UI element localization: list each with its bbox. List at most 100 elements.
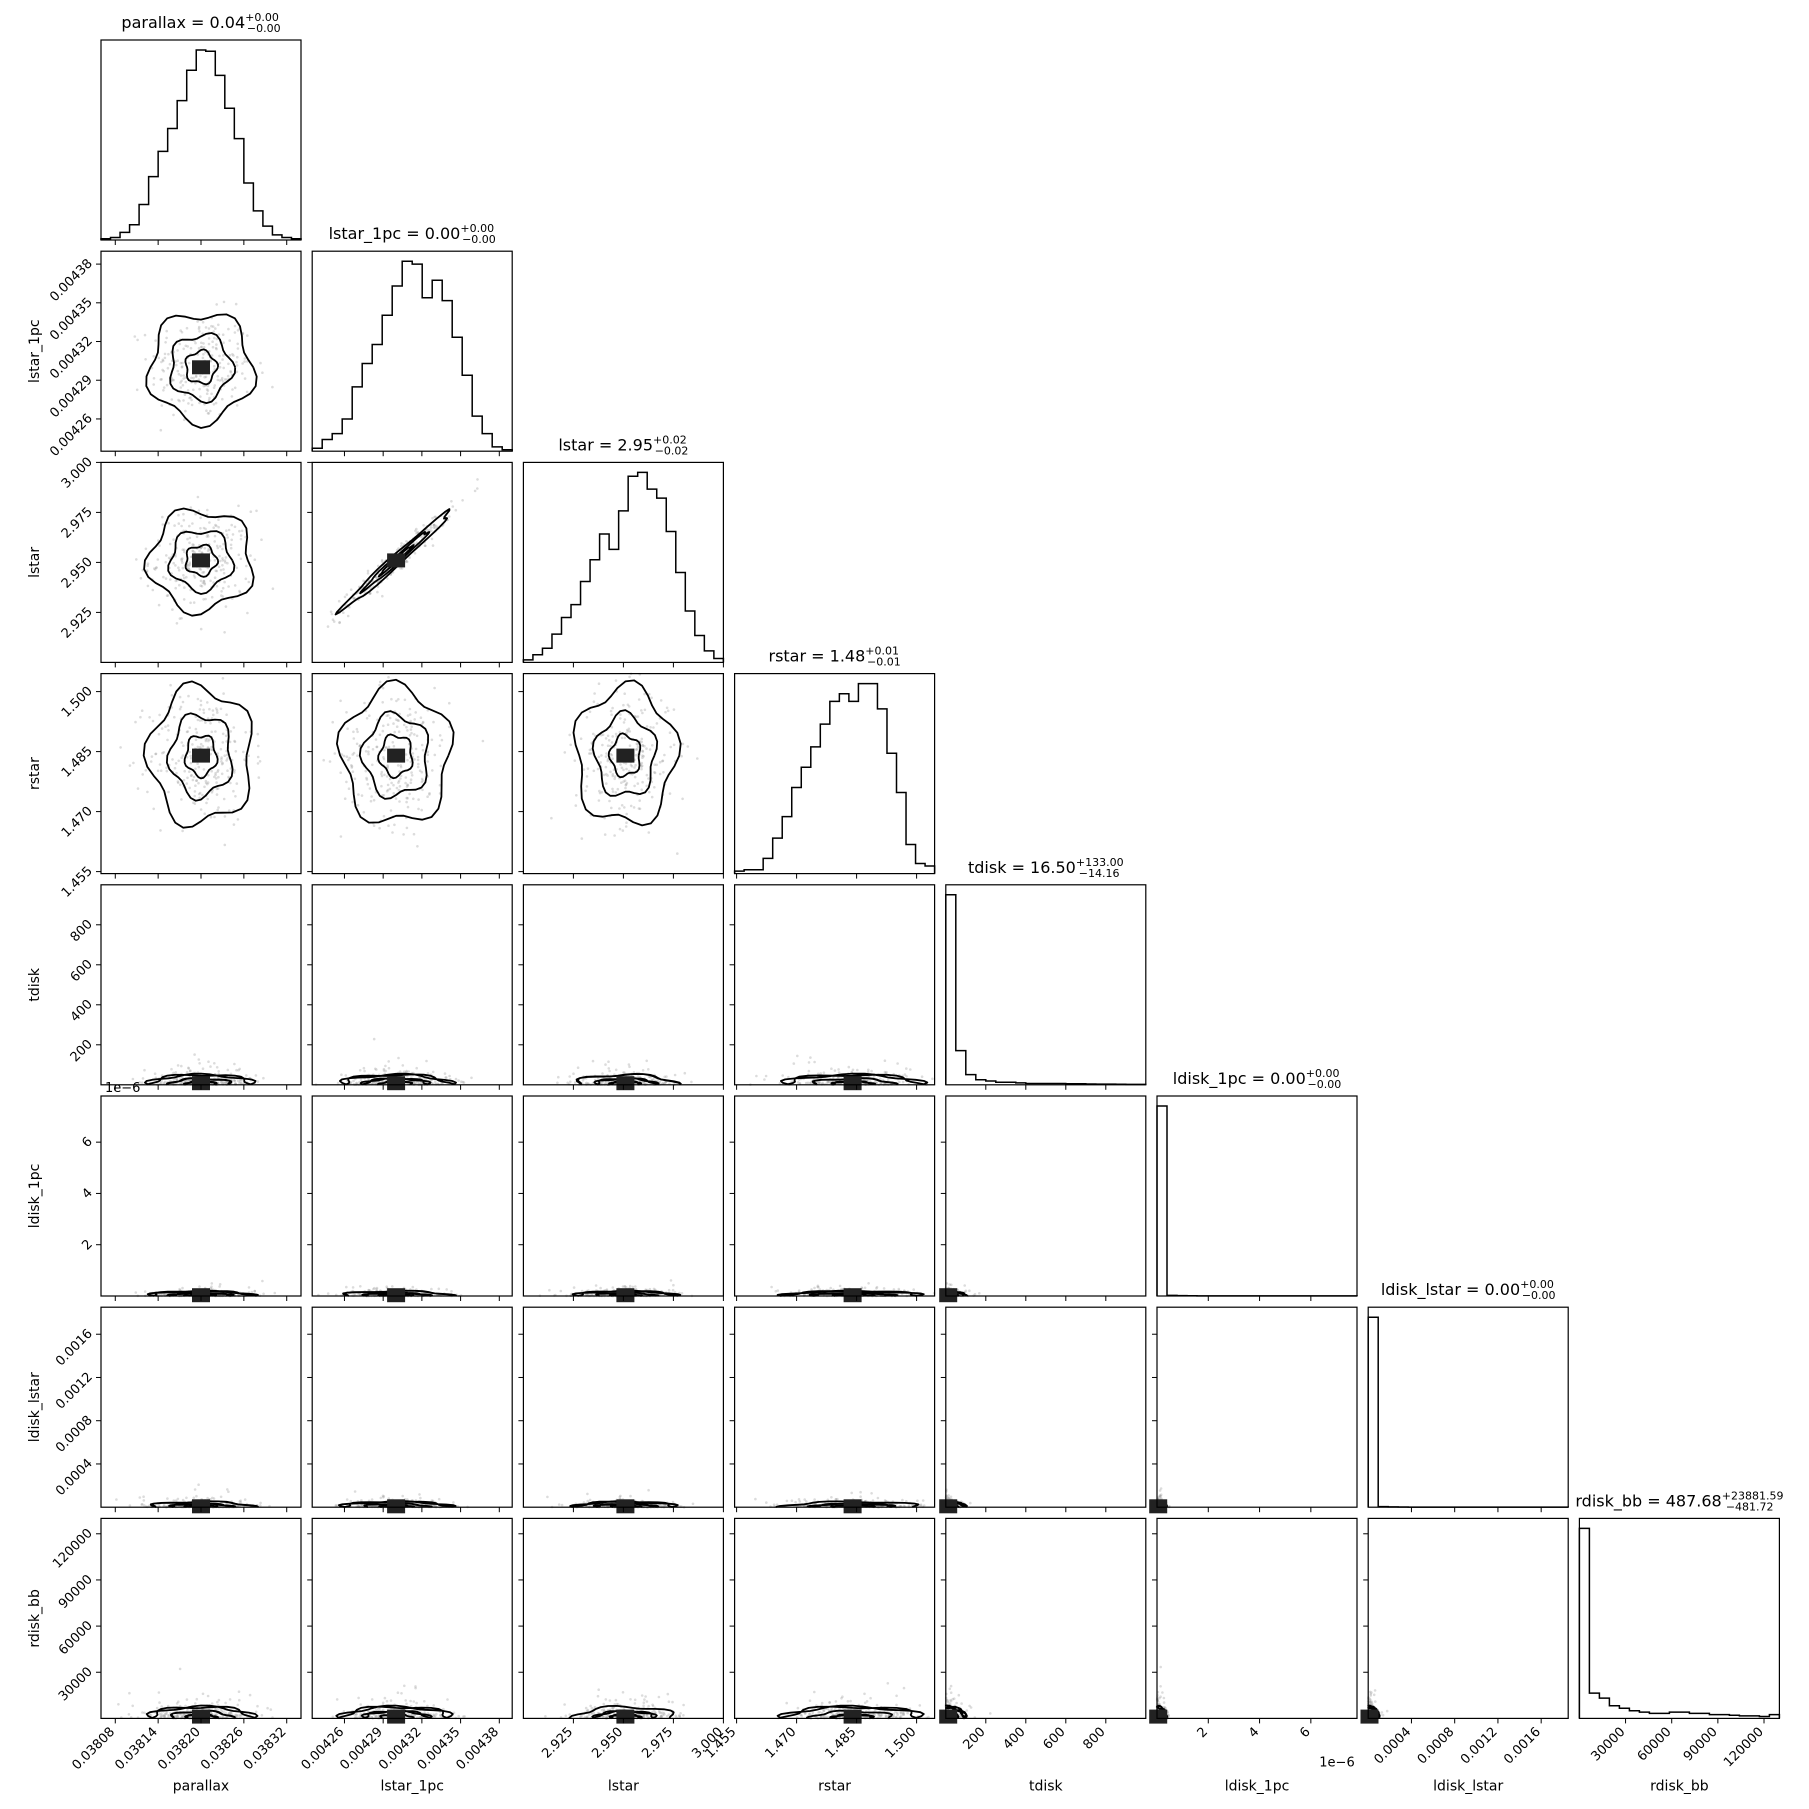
scatter-point bbox=[140, 709, 144, 712]
scatter-point bbox=[572, 1072, 575, 1075]
scatter-point bbox=[404, 753, 408, 756]
contour-level bbox=[377, 733, 414, 780]
scatter-point bbox=[619, 713, 622, 716]
scatter-point bbox=[207, 342, 211, 346]
panel-frame bbox=[522, 1095, 725, 1297]
scatter-point bbox=[391, 831, 394, 834]
scatter-point bbox=[362, 1066, 366, 1070]
scatter-point bbox=[398, 712, 401, 716]
scatter-point bbox=[352, 730, 355, 734]
scatter-point bbox=[764, 1074, 768, 1078]
scatter-point bbox=[163, 356, 167, 360]
density-peak bbox=[616, 748, 635, 763]
scatter-point bbox=[591, 1059, 595, 1063]
scatter-point bbox=[183, 769, 186, 773]
scatter-point bbox=[355, 727, 359, 731]
scatter-point bbox=[177, 759, 180, 763]
scatter-point bbox=[358, 744, 361, 748]
scatter-point bbox=[185, 1070, 189, 1074]
scatter-point bbox=[215, 707, 218, 710]
scatter-point bbox=[389, 809, 393, 812]
scatter-point bbox=[238, 589, 241, 593]
scatter-point bbox=[333, 752, 337, 755]
scatter-point bbox=[363, 701, 366, 705]
scatter-point bbox=[606, 734, 610, 738]
scatter-point bbox=[421, 779, 425, 782]
scatter-point bbox=[245, 1074, 248, 1077]
scatter-point bbox=[623, 1071, 626, 1074]
scatter-point bbox=[397, 788, 401, 792]
scatter-point bbox=[240, 1082, 243, 1085]
scatter-point bbox=[345, 1285, 348, 1289]
scatter-point bbox=[372, 1081, 375, 1084]
scatter-point bbox=[197, 792, 201, 796]
scatter-point bbox=[214, 569, 218, 573]
scatter-point bbox=[255, 509, 258, 513]
scatter-point bbox=[584, 789, 587, 793]
scatter-point bbox=[243, 360, 246, 363]
histogram-panel-lstar_1pc: lstar_1pc = 0.00+0.00 −0.00 bbox=[311, 222, 513, 457]
scatter-point bbox=[397, 1056, 400, 1060]
scatter-point bbox=[134, 1291, 138, 1294]
scatter-point bbox=[162, 389, 165, 392]
scatter-point bbox=[387, 1066, 391, 1070]
scatter-point bbox=[636, 745, 640, 749]
scatter-point bbox=[233, 324, 237, 328]
scatter-point bbox=[623, 806, 626, 809]
scatter-point bbox=[369, 586, 373, 589]
scatter-point bbox=[608, 799, 611, 803]
scatter-point bbox=[362, 811, 366, 814]
scatter-point bbox=[568, 1075, 571, 1078]
scatter-point bbox=[905, 1075, 908, 1078]
scatter-point bbox=[623, 736, 627, 740]
histogram-lstar_1pc bbox=[311, 260, 513, 452]
scatter-point bbox=[593, 692, 596, 695]
scatter-point bbox=[199, 568, 203, 571]
scatter-point bbox=[632, 1071, 636, 1074]
scatter-point bbox=[218, 1285, 221, 1288]
scatter-point bbox=[181, 1081, 184, 1084]
scatter-point bbox=[159, 769, 163, 772]
scatter-point bbox=[235, 1068, 238, 1072]
scatter-point bbox=[418, 1081, 421, 1085]
scatter-point bbox=[385, 775, 389, 778]
scatter-point bbox=[215, 337, 219, 341]
scatter-point bbox=[189, 1069, 192, 1072]
scatter-point bbox=[211, 340, 214, 344]
scatter-point bbox=[179, 381, 182, 384]
scatter-point bbox=[592, 700, 596, 703]
scatter-point bbox=[611, 790, 615, 793]
scatter-point bbox=[162, 751, 166, 754]
contour-level bbox=[167, 530, 236, 595]
scatter-point bbox=[220, 760, 223, 763]
scatter-point bbox=[454, 508, 458, 512]
scatter-point bbox=[132, 761, 135, 765]
scatter-point bbox=[438, 783, 442, 787]
scatter-point bbox=[218, 720, 221, 724]
scatter-point bbox=[240, 1078, 243, 1082]
scatter-point bbox=[181, 1498, 185, 1502]
scatter-point bbox=[331, 720, 335, 724]
scatter-panel-lstar_1pc-vs-lstar bbox=[307, 461, 513, 668]
scatter-point bbox=[433, 686, 436, 690]
scatter-point bbox=[177, 568, 181, 572]
scatter-point bbox=[210, 748, 213, 752]
scatter-point bbox=[399, 777, 402, 780]
scatter-point bbox=[372, 798, 376, 802]
scatter-point bbox=[174, 555, 177, 558]
scatter-point bbox=[230, 523, 233, 527]
scatter-point bbox=[676, 852, 679, 855]
scatter-point bbox=[628, 1284, 632, 1288]
scatter-point bbox=[423, 544, 427, 547]
scatter-point bbox=[385, 1285, 389, 1288]
scatter-point bbox=[187, 1079, 190, 1082]
scatter-point bbox=[226, 757, 229, 760]
scatter-panel-rstar-vs-ldisk_1pc bbox=[729, 1095, 936, 1303]
scatter-point bbox=[185, 730, 189, 734]
scatter-point bbox=[217, 518, 220, 521]
y-tick-label-rstar: 1.455 bbox=[59, 864, 96, 901]
scatter-point bbox=[169, 683, 172, 687]
scatter-point bbox=[438, 734, 442, 737]
scatter-point bbox=[139, 576, 143, 580]
scatter-point bbox=[353, 777, 357, 781]
